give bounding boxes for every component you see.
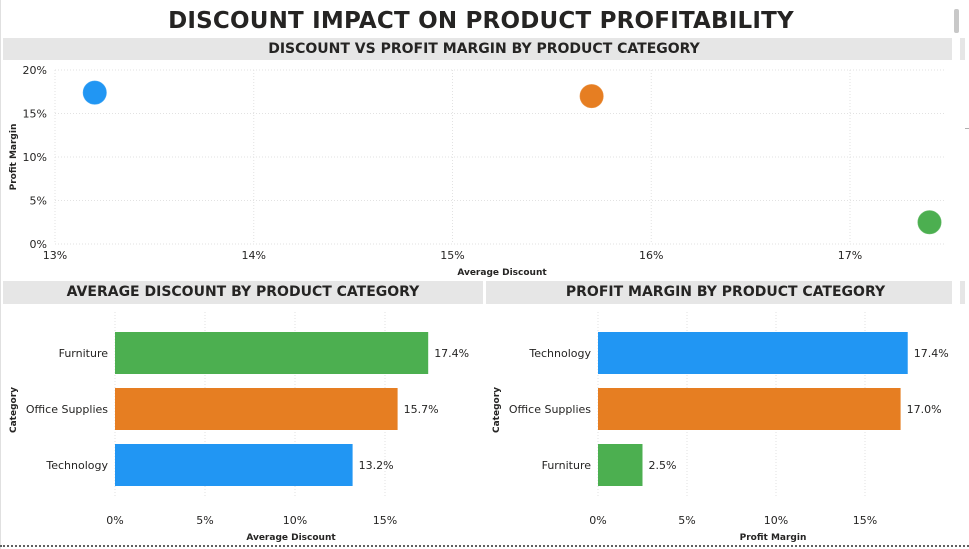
scatter-y-axis-label: Profit Margin (9, 124, 19, 191)
margin-bar-data-label: 17.4% (914, 347, 949, 360)
scatter-point-technology (82, 80, 107, 105)
scatter-y-tick-label: 20% (23, 64, 47, 77)
margin-bar-y-axis-label: Category (492, 387, 502, 433)
margin-bar-bar-technology (598, 332, 908, 374)
margin-bar-x-tick-label: 10% (764, 514, 788, 527)
discount-bar-x-tick-label: 0% (106, 514, 123, 527)
scrollbar-thumb[interactable] (954, 9, 959, 33)
dashboard-title: DISCOUNT IMPACT ON PRODUCT PROFITABILITY (168, 8, 794, 34)
discount-bar-x-tick-label: 10% (283, 514, 307, 527)
scrollbar[interactable] (952, 8, 960, 538)
discount-bar-x-axis-label: Average Discount (246, 533, 336, 543)
discount-bar-data-label: 15.7% (404, 403, 439, 416)
scatter-x-tick-label: 17% (838, 249, 862, 262)
margin-bar-category-label: Technology (528, 347, 591, 360)
margin-bar-data-label: 17.0% (907, 403, 942, 416)
discount-bar-data-label: 13.2% (359, 459, 394, 472)
scatter-x-axis-label: Average Discount (457, 268, 547, 278)
scatter-y-tick-label: 5% (30, 195, 47, 208)
discount-bar-category-label: Technology (45, 459, 108, 472)
side-marker (965, 128, 969, 129)
discount-bar-x-tick-label: 15% (373, 514, 397, 527)
bottom-border (0, 545, 969, 547)
discount-bar-data-label: 17.4% (434, 347, 469, 360)
discount-bar-category-label: Office Supplies (26, 403, 108, 416)
discount-bar-bar-office-supplies (115, 388, 398, 430)
margin-bar-x-tick-label: 5% (678, 514, 695, 527)
left-edge (0, 0, 1, 549)
scatter-chart-title: DISCOUNT VS PROFIT MARGIN BY PRODUCT CAT… (3, 38, 965, 60)
margin-bar-x-tick-label: 0% (589, 514, 606, 527)
margin-bar-category-label: Office Supplies (509, 403, 591, 416)
discount-bar-category-label: Furniture (59, 347, 109, 360)
scatter-point-office-supplies (579, 84, 604, 109)
scatter-point-furniture (917, 210, 942, 235)
discount-bar-bar-furniture (115, 332, 429, 374)
margin-bar-bar-office-supplies (598, 388, 901, 430)
discount-bar-y-axis-label: Category (9, 387, 19, 433)
scatter-x-tick-label: 15% (440, 249, 464, 262)
margin-bar-data-label: 2.5% (649, 459, 677, 472)
discount-bar-x-tick-label: 5% (196, 514, 213, 527)
scatter-y-tick-label: 10% (23, 151, 47, 164)
discount-bar-bar-technology (115, 444, 353, 486)
scatter-x-tick-label: 13% (43, 249, 67, 262)
discount-bar-chart-title: AVERAGE DISCOUNT BY PRODUCT CATEGORY (3, 281, 483, 304)
margin-bar-bar-furniture (598, 444, 643, 486)
margin-bar-category-label: Furniture (542, 459, 592, 472)
scatter-y-tick-label: 0% (30, 238, 47, 251)
scatter-y-tick-label: 15% (23, 108, 47, 121)
margin-bar-x-tick-label: 15% (853, 514, 877, 527)
margin-bar-x-axis-label: Profit Margin (740, 533, 807, 543)
scatter-x-tick-label: 14% (242, 249, 266, 262)
scatter-x-tick-label: 16% (639, 249, 663, 262)
margin-bar-chart-title: PROFIT MARGIN BY PRODUCT CATEGORY (486, 281, 965, 304)
